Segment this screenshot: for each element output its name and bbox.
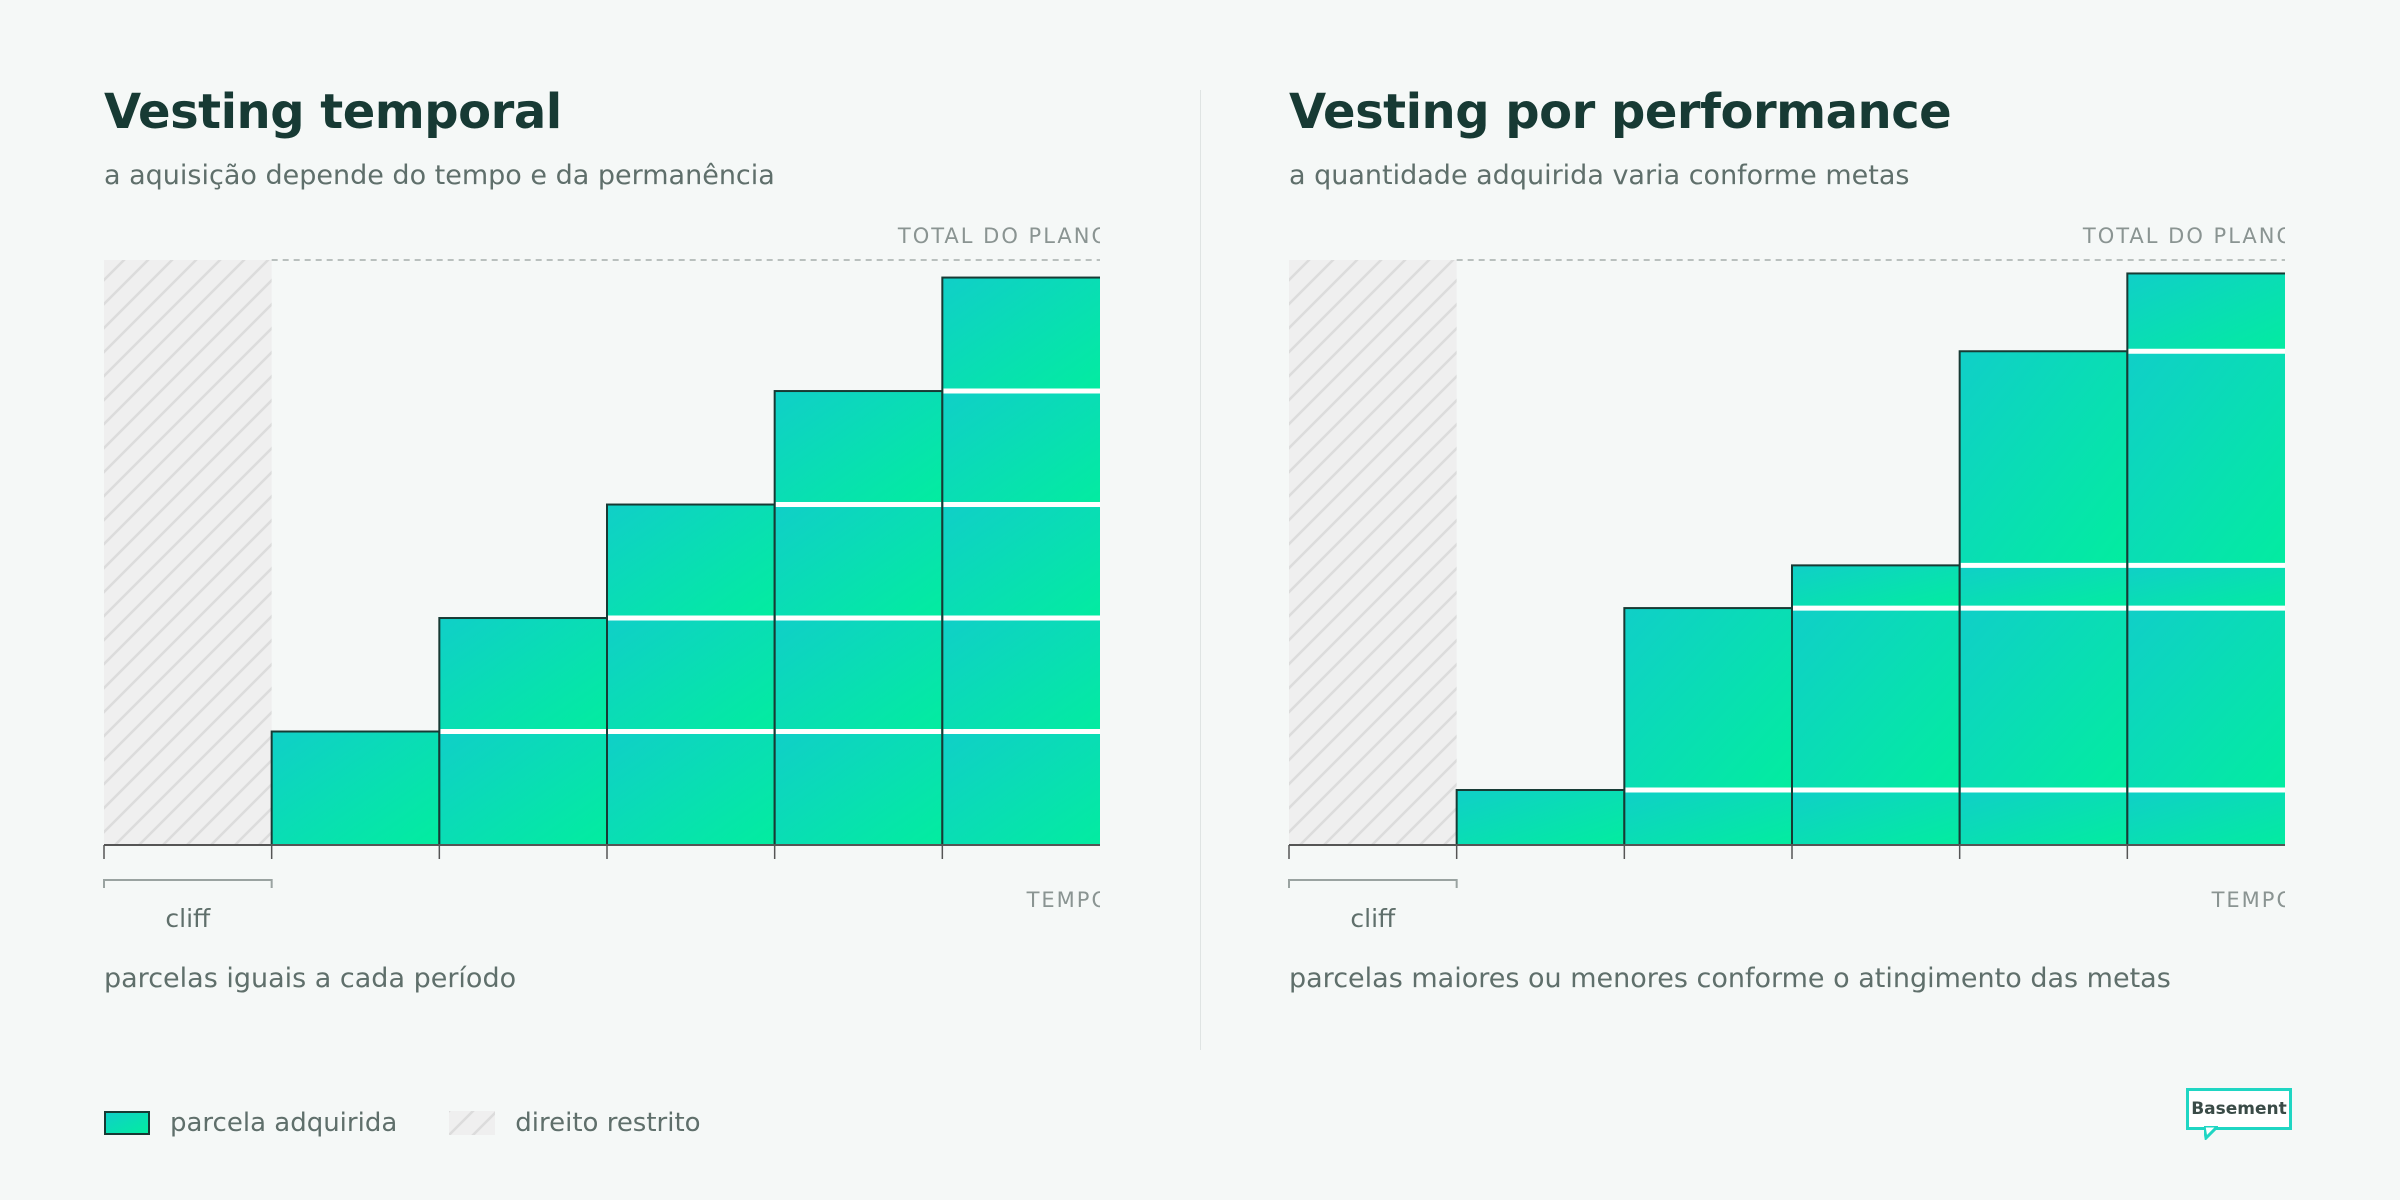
bar-segment: [774, 731, 943, 845]
restricted-zone: [1289, 260, 1457, 845]
panel-subtitle: a quantidade adquirida varia conforme me…: [1289, 160, 1910, 191]
time-axis-label: TEMPO: [1026, 888, 1100, 912]
bar-segment: [1792, 608, 1960, 791]
bar-segment: [1959, 565, 2128, 609]
panel-footnote: parcelas maiores ou menores conforme o a…: [1289, 963, 2171, 994]
panel-title: Vesting por performance: [1289, 84, 1952, 140]
bar-segment: [1624, 608, 1792, 791]
bar-segment: [607, 731, 775, 845]
bar-segment: [2127, 790, 2285, 845]
legend-item-vested: parcela adquirida: [104, 1108, 397, 1138]
panel-performance: Vesting por performance a quantidade adq…: [1185, 0, 2285, 1050]
bar-segment: [2127, 273, 2285, 352]
bar-segment: [942, 504, 1100, 619]
bar-segment: [1792, 565, 1960, 609]
bar-segment: [607, 504, 775, 619]
legend-label-vested: parcela adquirida: [170, 1108, 398, 1138]
panel-divider: [1200, 90, 1201, 1050]
bar-segment: [439, 618, 607, 732]
panel-subtitle: a aquisição depende do tempo e da perman…: [104, 160, 775, 191]
bar-segment: [439, 731, 607, 845]
cliff-bracket: [1288, 879, 1458, 888]
bar-segment: [942, 391, 1100, 505]
total-plan-label: TOTAL DO PLANO: [897, 224, 1100, 248]
legend: parcela adquirida direito restrito: [104, 1106, 753, 1140]
cliff-label: cliff: [165, 904, 211, 933]
panel-title: Vesting temporal: [104, 84, 562, 140]
legend-item-restricted: direito restrito: [449, 1108, 701, 1138]
bar-segment: [774, 504, 943, 619]
bar-segment: [2127, 565, 2285, 609]
bar-segment: [2127, 608, 2285, 791]
legend-label-restricted: direito restrito: [515, 1108, 701, 1138]
legend-swatch-restricted: [449, 1111, 496, 1135]
panel-footnote: parcelas iguais a cada período: [104, 963, 517, 994]
bar-segment: [1959, 351, 2128, 566]
cliff-bracket: [103, 879, 273, 888]
legend-swatch-vested: [104, 1111, 150, 1135]
bar-segment: [942, 277, 1100, 392]
bar-segment: [774, 391, 943, 505]
vesting-chart: cliff TOTAL DO PLANO TEMPO: [103, 224, 1100, 933]
total-plan-label: TOTAL DO PLANO: [2082, 224, 2285, 248]
bar-segment: [271, 731, 440, 845]
bar-segment: [1959, 608, 2128, 791]
brand-logo-tail: [2204, 1126, 2218, 1140]
brand-logo: Basement: [2186, 1088, 2292, 1130]
panel-temporal: Vesting temporal a aquisição depende do …: [0, 0, 1100, 1050]
time-axis-label: TEMPO: [2211, 888, 2285, 912]
cliff-label: cliff: [1350, 904, 1396, 933]
bar-segment: [774, 618, 943, 732]
bar-segment: [942, 731, 1100, 845]
bar-segment: [1624, 790, 1792, 845]
bar-segment: [942, 618, 1100, 732]
bar-segment: [1792, 790, 1960, 845]
bar-segment: [1456, 790, 1625, 845]
vesting-chart: cliff TOTAL DO PLANO TEMPO: [1288, 224, 2285, 933]
bar-segment: [1959, 790, 2128, 845]
restricted-zone: [104, 260, 272, 845]
bar-segment: [607, 618, 775, 732]
bar-segment: [2127, 351, 2285, 566]
